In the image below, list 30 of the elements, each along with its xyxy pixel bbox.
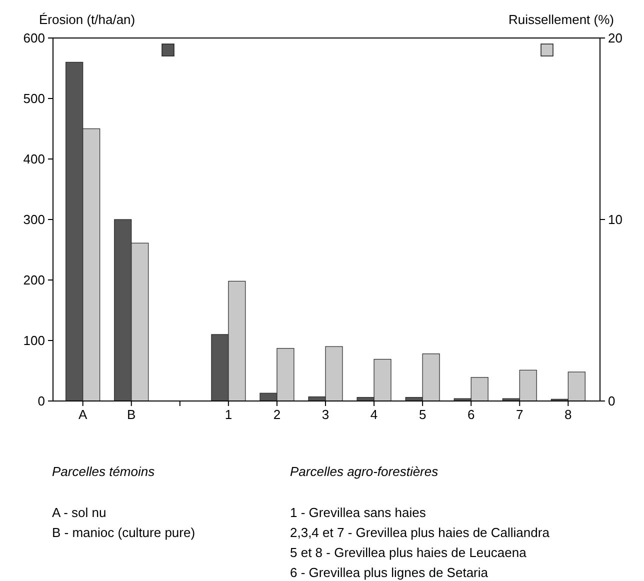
text: 6 - Grevillea plus lignes de Setaria bbox=[290, 565, 489, 580]
text: B - manioc (culture pure) bbox=[52, 525, 196, 540]
x-tick-label: B bbox=[127, 407, 136, 422]
y2-tick-label: 10 bbox=[608, 212, 622, 227]
x-tick-label: 4 bbox=[370, 407, 378, 422]
text: 1 - Grevillea sans haies bbox=[290, 505, 426, 520]
x-tick-label: A bbox=[78, 407, 88, 422]
y-tick-label: 200 bbox=[23, 272, 45, 288]
y-tick-label: 300 bbox=[23, 212, 45, 227]
x-tick-label: 6 bbox=[467, 407, 475, 422]
x-tick-label: 3 bbox=[322, 407, 330, 422]
y-tick-label: 500 bbox=[23, 91, 45, 106]
y2-tick-label: 20 bbox=[608, 30, 622, 46]
y-axis-title: Érosion (t/ha/an) bbox=[39, 12, 136, 27]
x-tick-label: 5 bbox=[418, 407, 426, 422]
x-tick-label: 7 bbox=[516, 407, 524, 422]
text: Parcelles agro-forestières bbox=[290, 464, 439, 479]
x-tick-label: 8 bbox=[564, 407, 572, 422]
x-tick-label: 1 bbox=[224, 407, 232, 422]
y-tick-label: 0 bbox=[38, 394, 45, 408]
text: A - sol nu bbox=[52, 505, 106, 520]
y-tick-label: 600 bbox=[23, 30, 45, 46]
text: 5 et 8 - Grevillea plus haies de Leucaena bbox=[290, 545, 528, 560]
text: 2,3,4 et 7 - Grevillea plus haies de Calliandra bbox=[290, 525, 550, 540]
y-tick-label: 100 bbox=[23, 333, 45, 348]
y2-axis-title: Ruissellement (%) bbox=[508, 12, 614, 27]
text: Parcelles témoins bbox=[52, 464, 156, 479]
x-tick-label: 2 bbox=[273, 407, 281, 422]
y2-tick-label: 0 bbox=[608, 394, 616, 408]
y-tick-label: 400 bbox=[23, 152, 45, 166]
